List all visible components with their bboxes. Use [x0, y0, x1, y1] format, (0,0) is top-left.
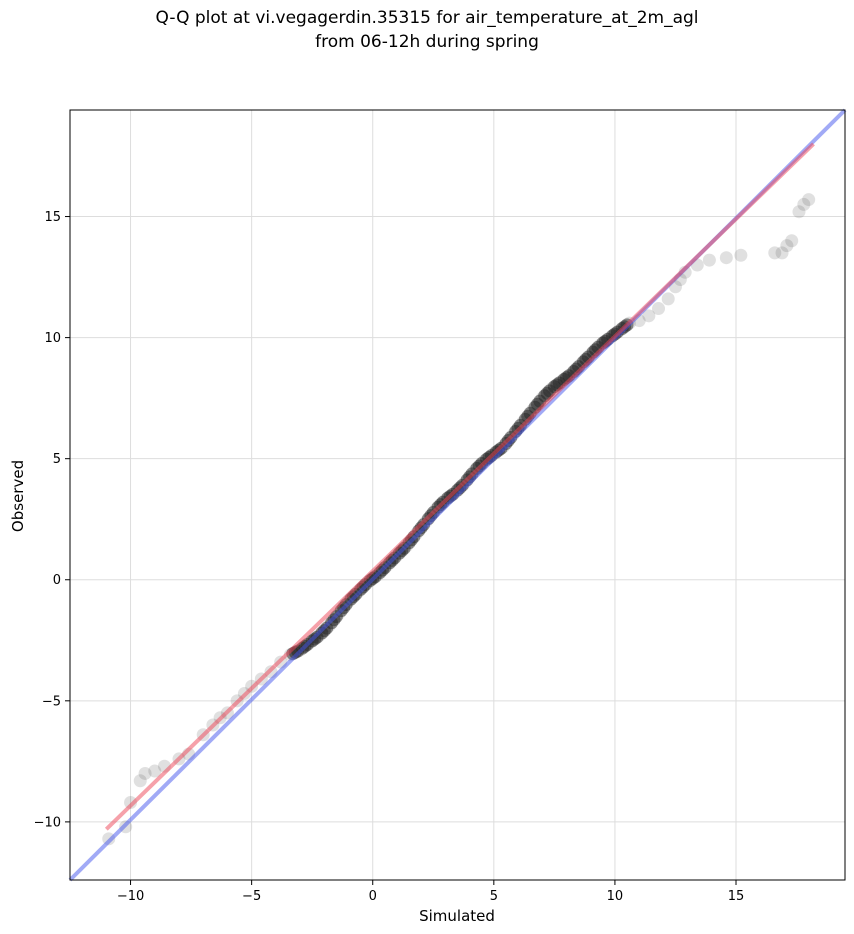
y-axis-label: Observed — [9, 460, 27, 532]
y-tick-label: 10 — [44, 331, 61, 346]
data-point — [652, 302, 666, 316]
data-point — [768, 246, 782, 260]
data-point — [148, 764, 162, 778]
data-point — [719, 251, 733, 265]
data-point — [785, 234, 799, 248]
data-point — [138, 766, 152, 780]
x-tick-label: 5 — [490, 889, 498, 904]
y-tick: 10 — [44, 331, 70, 346]
chart-title-block: Q-Q plot at vi.vegagerdin.35315 for air_… — [0, 6, 854, 54]
y-tick: −5 — [42, 694, 70, 709]
data-point — [133, 774, 147, 788]
x-tick: −10 — [117, 880, 144, 904]
y-tick-label: 0 — [53, 573, 61, 588]
x-axis-label: Simulated — [419, 907, 495, 925]
x-axis-ticks: −10 −5 0 5 10 15 — [117, 880, 744, 904]
x-tick: 5 — [490, 880, 498, 904]
data-point — [734, 248, 748, 262]
x-tick: 15 — [728, 880, 745, 904]
x-tick-label: −5 — [242, 889, 261, 904]
plot-frame — [69, 109, 846, 881]
data-point — [792, 205, 806, 219]
x-tick-label: 15 — [728, 889, 745, 904]
chart-subtitle: from 06-12h during spring — [315, 32, 539, 52]
y-tick: 5 — [53, 452, 70, 467]
data-point — [797, 197, 811, 211]
x-tick-label: 0 — [369, 889, 377, 904]
data-point — [661, 292, 675, 306]
y-tick-label: 5 — [53, 452, 61, 467]
data-point — [780, 239, 794, 253]
data-point — [702, 253, 716, 267]
y-tick: 0 — [53, 573, 70, 588]
x-tick: 10 — [607, 880, 624, 904]
x-tick: −5 — [242, 880, 261, 904]
x-tick: 0 — [369, 880, 377, 904]
y-tick-label: −5 — [42, 694, 61, 709]
data-point — [802, 193, 816, 207]
y-tick-label: −10 — [34, 815, 61, 830]
x-tick-label: −10 — [117, 889, 144, 904]
grid — [70, 110, 845, 880]
y-tick: 15 — [44, 210, 70, 225]
data-point — [642, 309, 656, 323]
fit-line — [104, 142, 815, 831]
data-point — [775, 246, 789, 260]
y-tick-label: 15 — [44, 210, 61, 225]
data-points — [102, 193, 816, 846]
y-axis-ticks: −10 −5 0 5 10 15 — [34, 210, 70, 830]
reference-lines — [68, 108, 847, 882]
chart-title: Q-Q plot at vi.vegagerdin.35315 for air_… — [155, 8, 699, 28]
y-tick: −10 — [34, 815, 70, 830]
data-point — [124, 796, 138, 810]
x-tick-label: 10 — [607, 889, 624, 904]
